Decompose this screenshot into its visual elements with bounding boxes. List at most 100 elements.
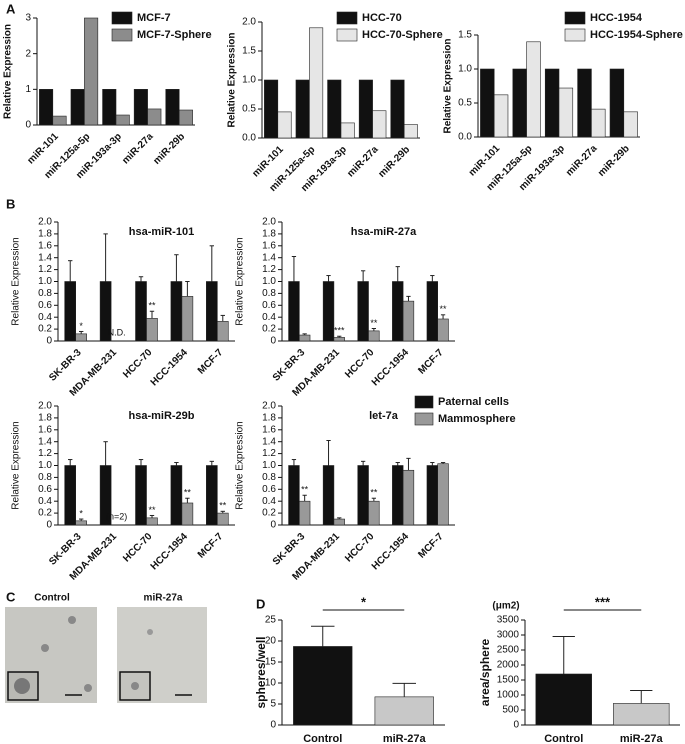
legend-swatch xyxy=(564,11,586,25)
bar xyxy=(437,463,449,526)
y-tick-label: 3000 xyxy=(497,630,520,641)
bar xyxy=(402,300,415,342)
y-tick-label: 1.6 xyxy=(38,240,52,251)
y-tick-label: 1.0 xyxy=(38,460,52,471)
bar xyxy=(146,318,158,342)
legend-swatch xyxy=(414,412,434,426)
legend-label: HCC-70 xyxy=(362,12,402,24)
bar xyxy=(102,89,117,126)
legend-label: Paternal cells xyxy=(438,396,509,408)
sphere xyxy=(147,629,153,635)
bar xyxy=(135,281,147,342)
bar xyxy=(577,68,592,138)
y-tick-label: 1.4 xyxy=(38,436,52,447)
y-tick-label: 5 xyxy=(270,699,276,710)
y-tick-label: 1.6 xyxy=(262,424,276,435)
x-tick-label: SK-BR-3 xyxy=(47,347,84,384)
panel-letter: D xyxy=(256,596,265,611)
bar xyxy=(392,281,404,342)
bar xyxy=(322,281,335,342)
x-tick-label: miR-27a xyxy=(564,143,600,179)
y-axis-label: Relative Expression xyxy=(235,237,246,325)
bar xyxy=(390,79,405,139)
y-tick-label: 0.6 xyxy=(262,484,276,495)
bar xyxy=(147,108,162,126)
bar xyxy=(493,94,509,138)
y-tick-label: 0.8 xyxy=(38,472,52,483)
x-tick-label: HCC-1954 xyxy=(149,531,190,572)
y-tick-label: 0.8 xyxy=(38,288,52,299)
legend-label: HCC-1954 xyxy=(590,12,643,24)
bar xyxy=(84,17,99,126)
bar xyxy=(70,89,85,126)
bar xyxy=(64,465,76,526)
bar xyxy=(426,465,438,526)
y-tick-label: 1.4 xyxy=(38,252,52,263)
bar xyxy=(392,465,404,526)
chart-title: let-7a xyxy=(369,410,399,422)
bar xyxy=(293,646,353,726)
y-tick-label: 1.6 xyxy=(38,424,52,435)
y-tick-label: 0.2 xyxy=(38,324,52,335)
sphere xyxy=(41,644,49,652)
image-label: Control xyxy=(34,593,70,604)
y-tick-label: 1.8 xyxy=(38,413,52,424)
y-tick-label: 0.2 xyxy=(38,508,52,519)
y-tick-label: 2.0 xyxy=(262,217,276,228)
y-axis-label: Relative Expression xyxy=(11,237,22,325)
y-tick-label: 1.0 xyxy=(242,75,256,86)
y-tick-label: 0.2 xyxy=(262,324,276,335)
y-tick-label: 0.2 xyxy=(262,508,276,519)
y-tick-label: 1.8 xyxy=(262,229,276,240)
legend-swatch xyxy=(111,11,133,25)
legend-swatch xyxy=(111,28,133,42)
bar xyxy=(217,321,229,342)
x-tick-label: HCC-70 xyxy=(121,347,155,381)
bar xyxy=(165,89,180,126)
bar xyxy=(298,500,311,526)
bar xyxy=(75,520,87,526)
chart-title: hsa-miR-29b xyxy=(128,410,194,422)
y-tick-label: 0.6 xyxy=(38,484,52,495)
x-tick-label: MCF-7 xyxy=(416,531,446,561)
bar xyxy=(558,87,574,138)
x-tick-label: HCC-70 xyxy=(343,347,377,381)
y-tick-label: 0.0 xyxy=(242,133,256,144)
y-tick-label: 1.2 xyxy=(262,264,276,275)
annotation: ** xyxy=(184,488,192,498)
bar xyxy=(298,334,311,342)
y-tick-label: 2000 xyxy=(497,660,520,671)
annotation: ** xyxy=(370,488,378,498)
y-tick-label: 1.0 xyxy=(38,276,52,287)
y-tick-label: 2.0 xyxy=(262,401,276,412)
bar xyxy=(526,41,541,138)
bar xyxy=(206,281,218,342)
y-tick-label: 0.4 xyxy=(262,496,276,507)
bar xyxy=(277,111,292,139)
sphere xyxy=(14,678,30,694)
y-tick-label: 1.5 xyxy=(458,30,472,41)
y-tick-label: 1500 xyxy=(497,675,520,686)
bar xyxy=(623,111,638,138)
x-tick-label: miR-27a xyxy=(383,733,427,744)
y-tick-label: 1.2 xyxy=(262,448,276,459)
bar xyxy=(181,502,194,526)
y-tick-label: 10 xyxy=(265,678,277,689)
chart-title: hsa-miR-27a xyxy=(351,226,417,238)
bar xyxy=(309,27,324,139)
bar xyxy=(206,465,218,526)
bar xyxy=(357,465,369,526)
x-tick-label: miR-29b xyxy=(152,131,188,167)
x-tick-label: miR-27a xyxy=(120,131,156,167)
y-axis-label: Relative Expression xyxy=(3,24,14,119)
y-tick-label: 25 xyxy=(265,615,277,626)
chart-title: hsa-miR-101 xyxy=(129,226,194,238)
bar xyxy=(327,79,342,139)
x-tick-label: MCF-7 xyxy=(196,347,226,377)
x-tick-label: HCC-1954 xyxy=(370,531,411,572)
y-tick-label: 1.5 xyxy=(242,46,256,57)
bar xyxy=(178,109,193,126)
y-tick-label: 2500 xyxy=(497,645,520,656)
x-tick-label: HCC-1954 xyxy=(149,347,190,388)
